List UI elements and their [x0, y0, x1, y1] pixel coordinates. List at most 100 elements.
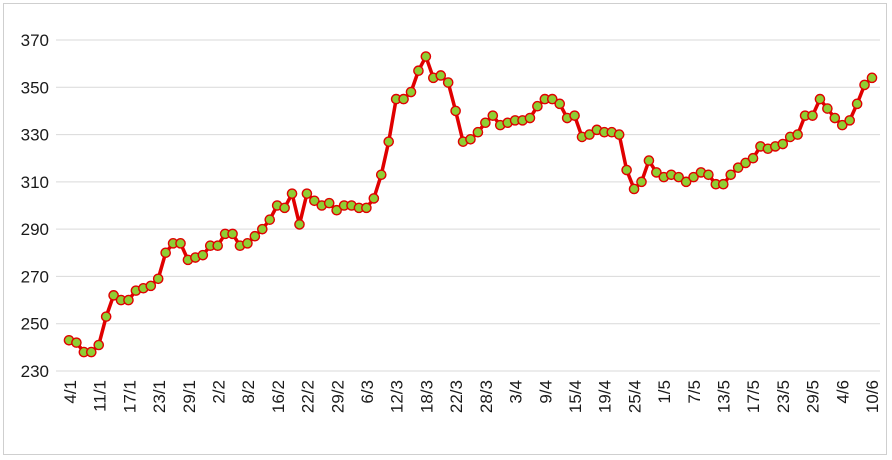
x-tick-label: 18/3 [417, 380, 436, 413]
data-point [747, 152, 759, 164]
y-tick-label: 230 [21, 362, 49, 381]
x-tick-label: 10/6 [863, 380, 882, 413]
data-point [472, 126, 484, 138]
data-point [487, 110, 499, 121]
data-point [792, 129, 803, 140]
data-point [383, 136, 395, 147]
y-tick-label: 370 [21, 31, 49, 50]
data-point [405, 86, 417, 98]
series-line [67, 54, 874, 354]
x-tick-label: 13/5 [714, 380, 733, 413]
data-point [844, 115, 855, 126]
x-tick-label: 15/4 [566, 380, 585, 413]
data-point [480, 117, 491, 129]
data-point [86, 346, 97, 358]
x-tick-label: 23/5 [774, 380, 793, 413]
data-point [680, 176, 692, 188]
data-point [851, 98, 863, 110]
data-point [643, 155, 655, 166]
data-point [420, 51, 432, 62]
x-tick-label: 17/1 [120, 380, 139, 413]
data-point [814, 93, 826, 105]
data-point [613, 129, 625, 140]
x-axis-ticks: 4/1 11/1 17/1 23/1 29/1 2/2 8/2 16/2 22/2 29/2 6/3… [61, 380, 882, 413]
y-tick-label: 310 [21, 173, 49, 192]
data-point [569, 110, 580, 121]
data-point [413, 65, 424, 77]
data-point [836, 119, 848, 131]
data-point [361, 202, 372, 214]
x-tick-label: 25/4 [625, 380, 644, 413]
data-point [279, 202, 290, 214]
data-point [822, 103, 833, 114]
x-tick-label: 17/5 [744, 380, 763, 413]
data-point [227, 228, 238, 240]
x-tick-label: 22/2 [299, 380, 318, 413]
data-point [777, 138, 789, 150]
x-tick-label: 19/4 [596, 380, 615, 413]
data-point [197, 249, 209, 261]
data-point [100, 311, 112, 322]
data-point [249, 230, 261, 242]
y-tick-label: 250 [21, 315, 49, 334]
x-tick-label: 28/3 [477, 380, 496, 413]
x-tick-label: 1/5 [655, 380, 674, 404]
data-point [651, 167, 662, 178]
x-tick-label: 4/6 [833, 380, 852, 404]
x-tick-label: 29/5 [804, 380, 823, 413]
data-point [673, 171, 684, 183]
data-point [123, 294, 134, 306]
x-tick-label: 7/5 [685, 380, 704, 404]
x-tick-label: 6/3 [358, 380, 377, 404]
data-point [703, 169, 714, 181]
data-point [175, 238, 186, 249]
x-tick-label: 2/2 [210, 380, 229, 404]
data-point [725, 169, 737, 181]
data-point [621, 164, 632, 176]
y-tick-label: 290 [21, 220, 49, 239]
data-point [145, 280, 157, 292]
data-point [636, 176, 647, 188]
data-point [807, 110, 818, 121]
data-point [740, 157, 751, 169]
data-point [375, 169, 387, 181]
x-tick-label: 4/1 [61, 380, 80, 404]
data-point [286, 188, 298, 199]
x-tick-label: 12/3 [388, 380, 407, 413]
data-point [450, 105, 461, 117]
data-point [212, 240, 224, 251]
y-tick-label: 270 [21, 267, 49, 286]
data-point [71, 337, 82, 348]
series-line-path [67, 54, 874, 354]
data-point [546, 93, 558, 105]
data-point [152, 273, 164, 285]
x-tick-label: 22/3 [447, 380, 466, 413]
data-point [331, 204, 342, 216]
data-point [160, 247, 171, 259]
data-point [301, 188, 313, 199]
data-point [323, 197, 335, 209]
y-axis-ticks: 230 250 270 290 310 330 350 370 [21, 31, 49, 381]
x-tick-label: 8/2 [239, 380, 258, 404]
data-point [866, 72, 878, 84]
data-point [264, 214, 276, 225]
data-point [294, 219, 305, 230]
data-point [717, 178, 729, 190]
data-point [242, 238, 253, 249]
data-point [532, 100, 543, 112]
data-point [442, 77, 454, 88]
data-point [257, 223, 268, 235]
data-point [859, 79, 870, 91]
x-tick-label: 9/4 [536, 380, 555, 404]
x-tick-label: 23/1 [150, 380, 169, 413]
y-tick-label: 330 [21, 126, 49, 145]
data-point [628, 183, 640, 195]
x-tick-label: 29/1 [180, 380, 199, 413]
data-point [93, 339, 105, 351]
series-points [63, 51, 878, 358]
data-point [554, 98, 566, 110]
data-point [465, 133, 476, 145]
data-point [435, 70, 447, 81]
x-tick-label: 29/2 [328, 380, 347, 413]
x-tick-label: 3/4 [507, 380, 526, 404]
